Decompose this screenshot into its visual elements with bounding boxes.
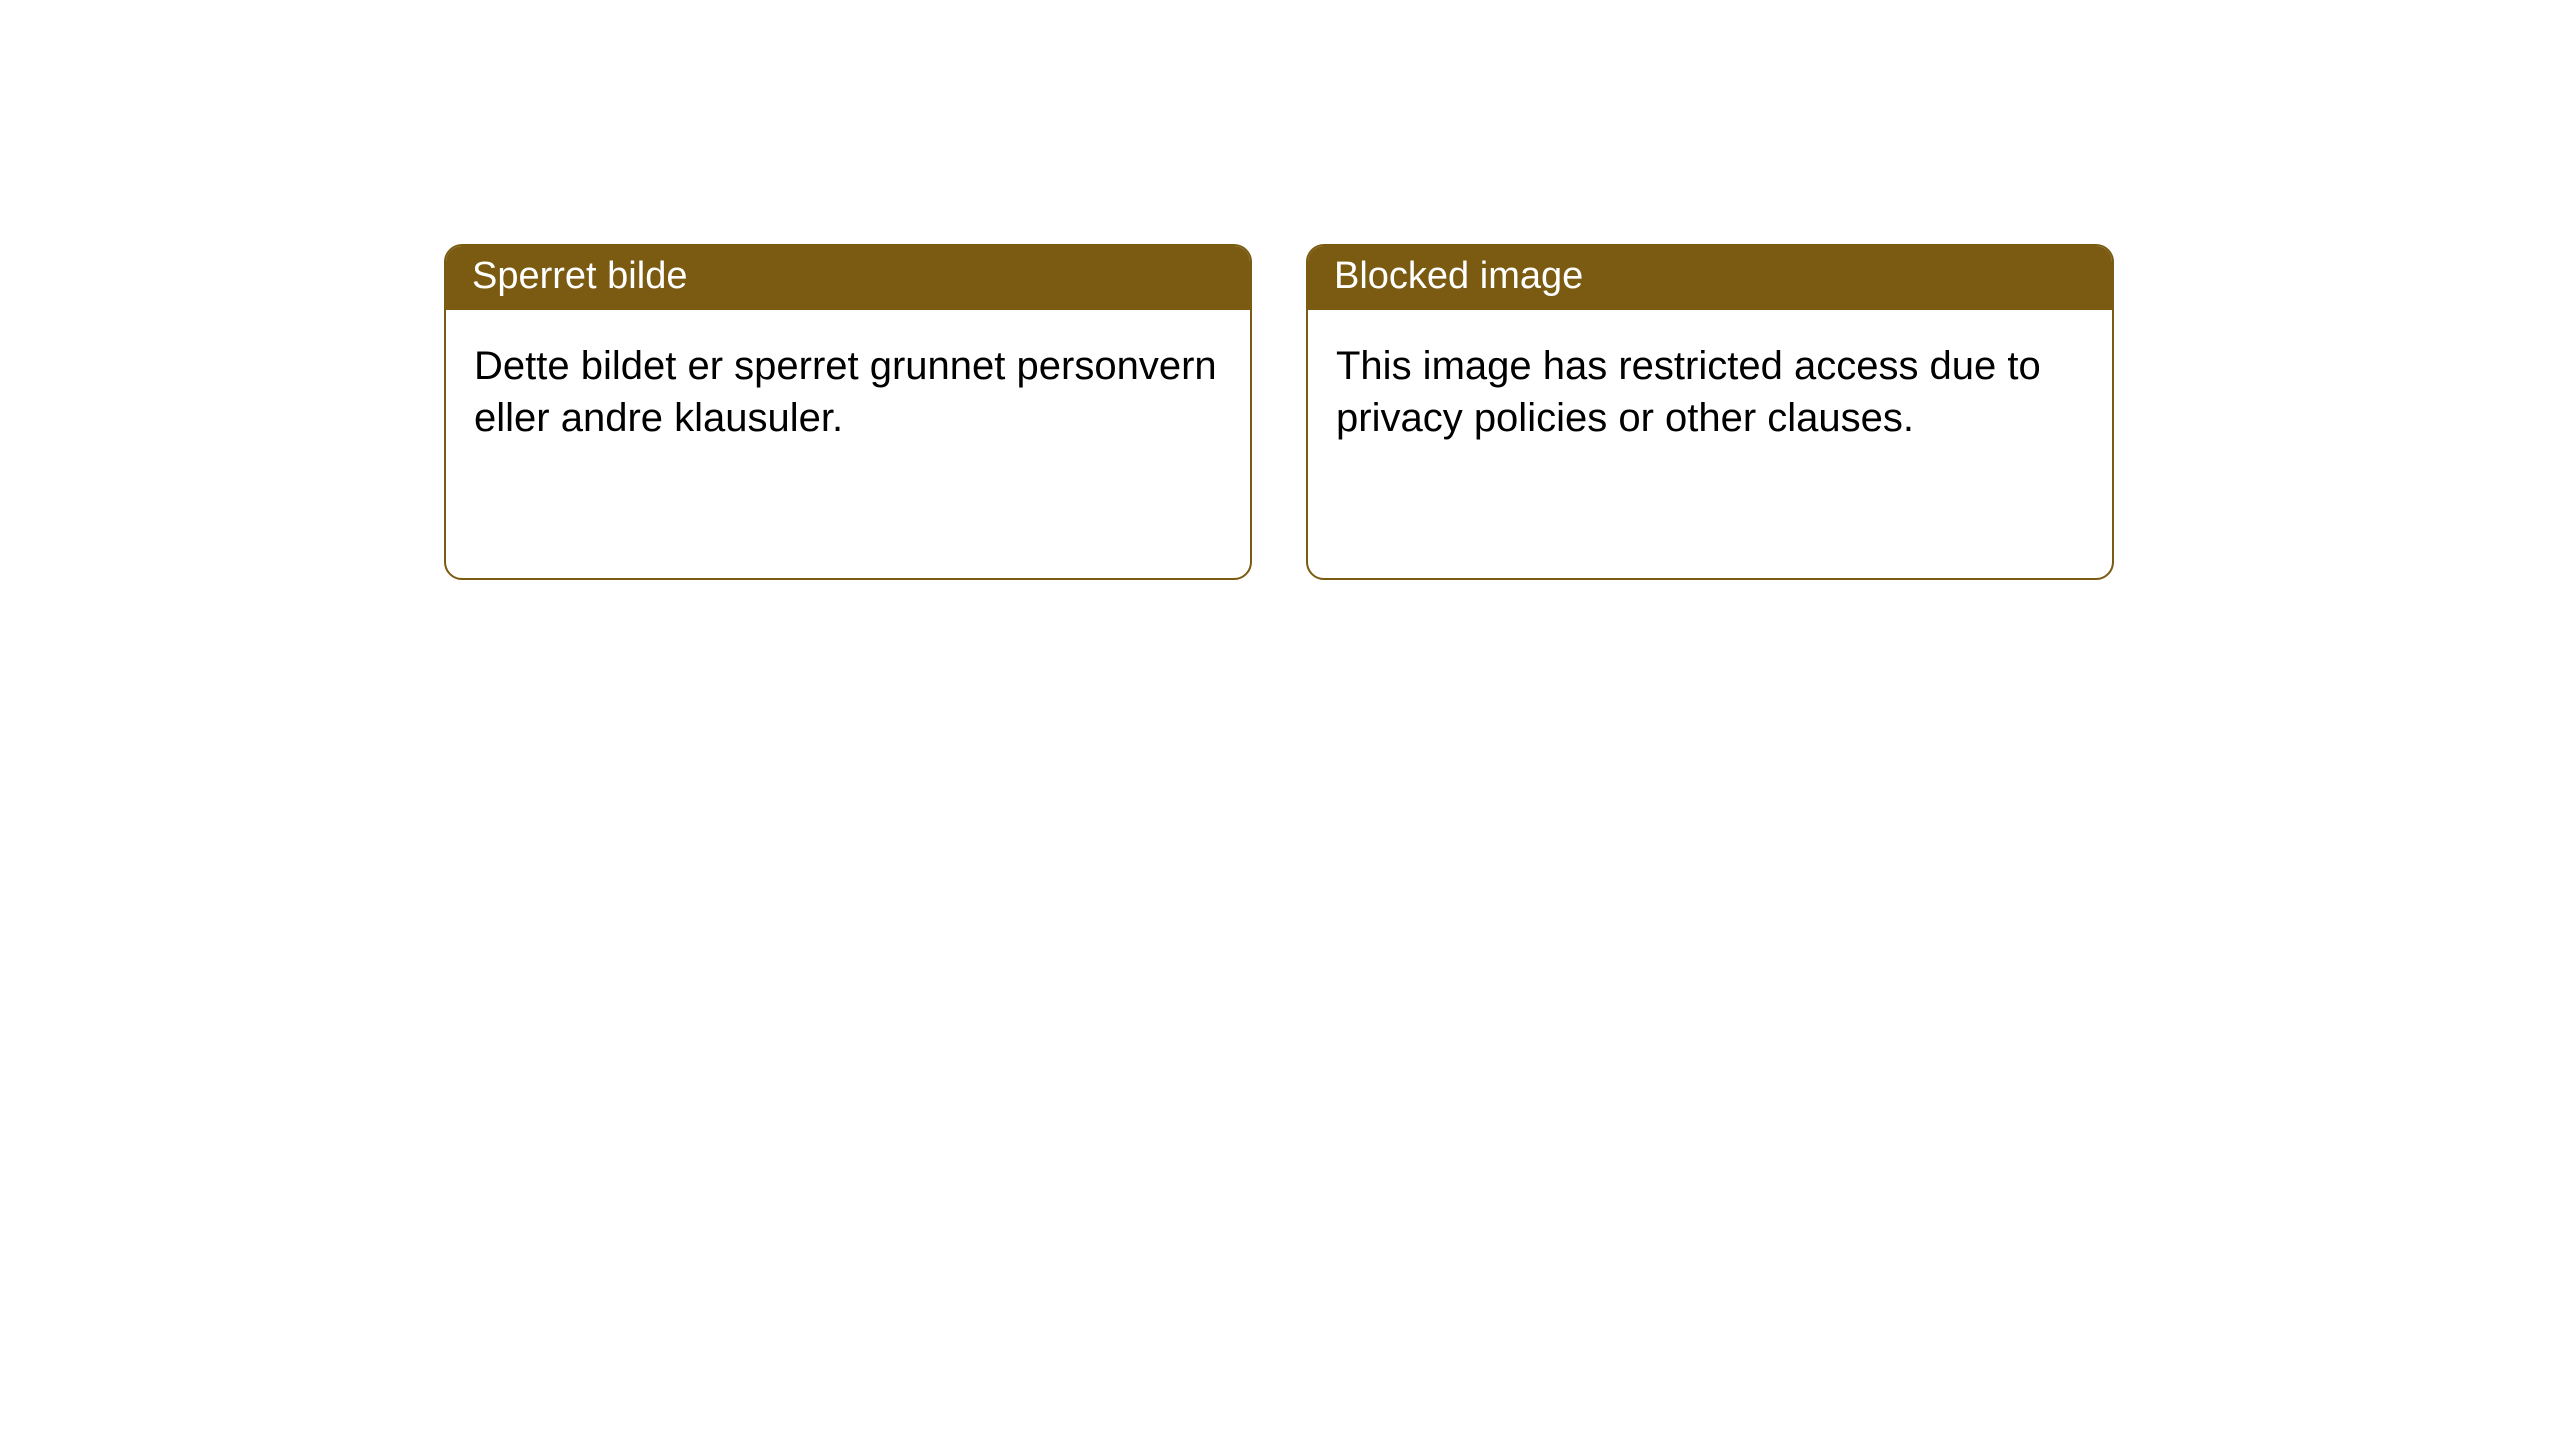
notice-title: Blocked image	[1334, 255, 1583, 297]
notice-header: Sperret bilde	[446, 246, 1250, 310]
notice-body: Dette bildet er sperret grunnet personve…	[446, 310, 1250, 474]
notice-container: Sperret bilde Dette bildet er sperret gr…	[0, 0, 2560, 580]
notice-header: Blocked image	[1308, 246, 2112, 310]
notice-title: Sperret bilde	[472, 255, 687, 297]
notice-message: Dette bildet er sperret grunnet personve…	[474, 344, 1217, 440]
notice-card-norwegian: Sperret bilde Dette bildet er sperret gr…	[444, 244, 1252, 580]
notice-message: This image has restricted access due to …	[1336, 344, 2041, 440]
notice-body: This image has restricted access due to …	[1308, 310, 2112, 474]
notice-card-english: Blocked image This image has restricted …	[1306, 244, 2114, 580]
